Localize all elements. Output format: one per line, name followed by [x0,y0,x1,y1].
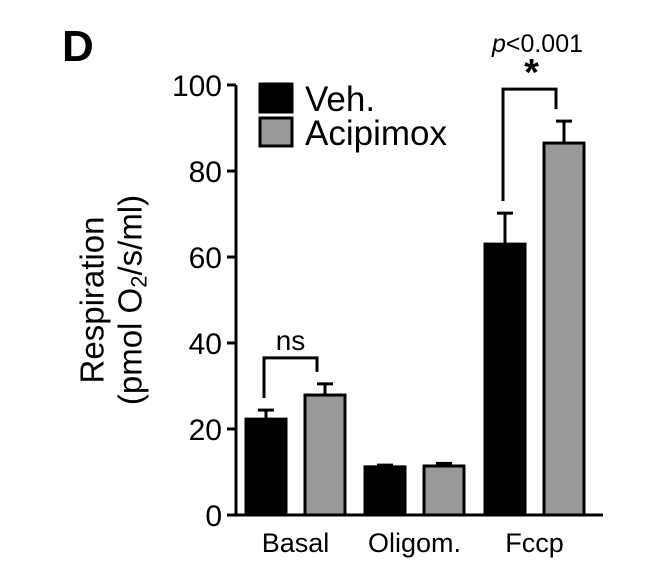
x-tick-label: Oligom. [368,528,461,558]
bar-oligom-veh [363,465,407,517]
significance-bracket [262,356,319,399]
y-tick-label: 0 [205,500,222,533]
legend-label: Veh. [305,80,375,119]
y-tick-label: 100 [172,70,222,103]
significance-annotations: ns *p<0.001 [262,30,583,399]
legend: Veh.Acipimox [258,80,447,153]
legend-label: Acipimox [305,114,447,153]
bar-fccp-acipimox [542,141,586,517]
significance-star: * [524,52,539,94]
legend-swatch [258,82,294,114]
bar-basal-acipimox [303,393,347,517]
legend-swatch [258,116,294,148]
bars [244,119,586,517]
p-value-label: p<0.001 [491,30,583,58]
axes: 0 20 40 60 80 100 Basal Oligom. Fccp [172,70,603,558]
ns-label: ns [276,325,306,356]
bar-oligom-acipimox [422,464,466,517]
y-tick-label: 80 [189,156,222,189]
y-tick-label: 60 [189,242,222,275]
x-tick-label: Basal [262,528,330,558]
bar-fccp-veh [483,242,527,517]
y-tick-label: 20 [189,414,222,447]
bar-basal-veh [244,417,288,517]
y-tick-label: 40 [189,328,222,361]
panel-label: D [62,22,94,71]
significance-bracket [501,87,558,202]
x-tick-label: Fccp [505,528,564,558]
